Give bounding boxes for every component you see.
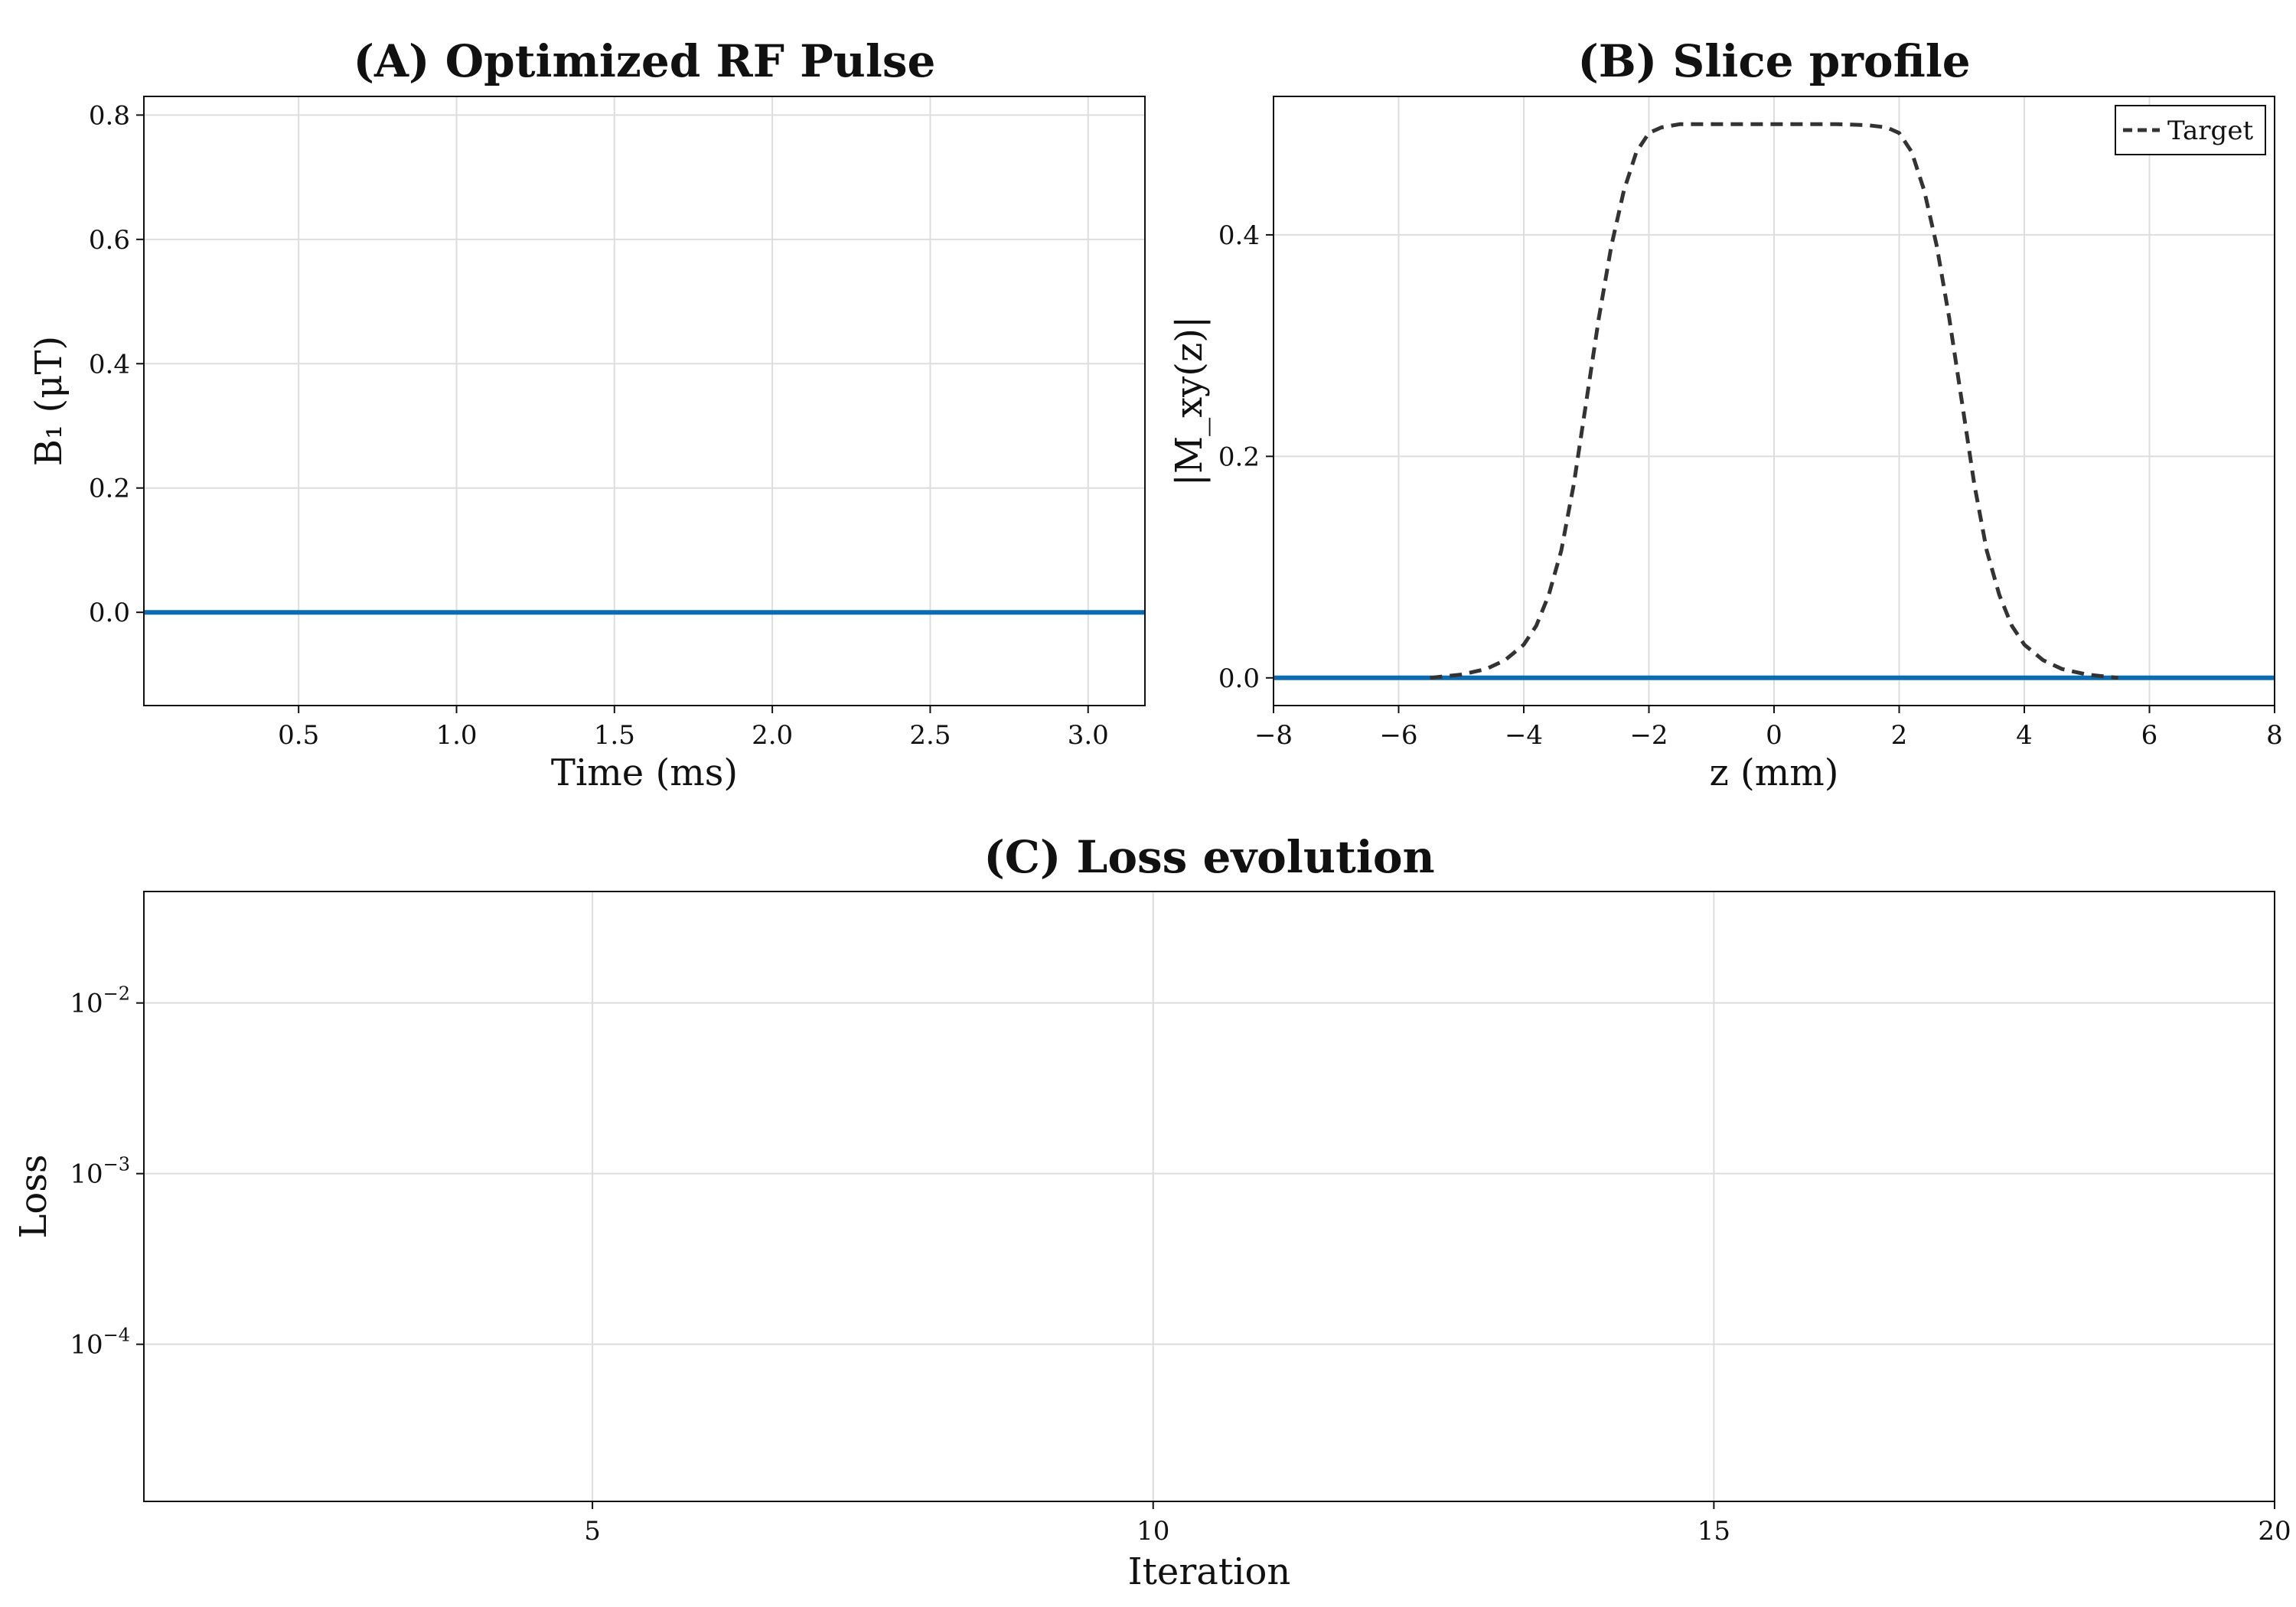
x-tick-label: −2 bbox=[1629, 720, 1668, 751]
series-group bbox=[1274, 122, 2275, 680]
y-axis-label: |M_xy(z)| bbox=[1168, 316, 1211, 486]
y-tick-label: 0.0 bbox=[89, 598, 130, 628]
x-tick-label: 2.5 bbox=[909, 720, 951, 751]
y-axis-label: Loss bbox=[12, 1154, 55, 1238]
y-tick-label: 0.0 bbox=[1218, 663, 1260, 694]
x-axis-label: z (mm) bbox=[1709, 751, 1838, 794]
x-tick-label: 4 bbox=[2016, 720, 2033, 751]
legend: Target bbox=[2115, 105, 2266, 155]
x-tick-label: −8 bbox=[1254, 720, 1293, 751]
plot-frame bbox=[143, 96, 1146, 706]
y-tick-label: 10−2 bbox=[70, 983, 130, 1019]
x-tick-label: 8 bbox=[2266, 720, 2283, 751]
x-tick-label: 10 bbox=[1137, 1516, 1169, 1547]
x-tick-label: 2.0 bbox=[752, 720, 793, 751]
x-tick-label: 20 bbox=[2258, 1516, 2291, 1547]
x-tick-label: 5 bbox=[584, 1516, 601, 1547]
x-tick-label: 0 bbox=[1766, 720, 1782, 751]
chart-title: (A) Optimized RF Pulse bbox=[354, 35, 936, 87]
x-tick-label: 0.5 bbox=[278, 720, 319, 751]
x-tick-label: −4 bbox=[1505, 720, 1543, 751]
y-tick-label: 10−3 bbox=[70, 1154, 130, 1190]
x-tick-label: −6 bbox=[1379, 720, 1417, 751]
x-axis-label: Time (ms) bbox=[551, 751, 738, 794]
x-tick-label: 15 bbox=[1698, 1516, 1730, 1547]
y-tick-label: 0.2 bbox=[89, 474, 130, 504]
chart-title: (B) Slice profile bbox=[1577, 35, 1970, 87]
legend-label: Target bbox=[2167, 116, 2253, 146]
y-tick-label: 0.6 bbox=[89, 225, 130, 256]
panel-A: 0.5 1.0 1.5 2.0 2.5 3.0 0.0 0.2 0.4 0.6 0.8 (A) Opt… bbox=[28, 35, 1146, 794]
panel-C: 5 10 15 20 10−4 10−3 10−2 (C) Loss evolution Ite… bbox=[12, 831, 2291, 1593]
x-axis-label: Iteration bbox=[1128, 1550, 1291, 1593]
x-tick-label: 1.5 bbox=[594, 720, 635, 751]
y-tick-label: 0.4 bbox=[1218, 220, 1260, 251]
series-line-target bbox=[1430, 122, 2118, 680]
y-tick-label: 0.2 bbox=[1218, 442, 1260, 472]
x-tick-label: 2 bbox=[1891, 720, 1908, 751]
plot-frame bbox=[143, 891, 2275, 1502]
chart-title: (C) Loss evolution bbox=[983, 831, 1434, 883]
y-tick-label: 0.8 bbox=[89, 100, 130, 131]
x-tick-label: 3.0 bbox=[1068, 720, 1109, 751]
y-axis-label: B₁ (μT) bbox=[28, 336, 70, 466]
panel-B: −8 −6 −4 −2 0 2 4 6 8 0.0 0.2 0.4 (B) Slice profile z… bbox=[1168, 35, 2283, 794]
y-tick-label: 10−4 bbox=[70, 1325, 130, 1361]
y-tick-label: 0.4 bbox=[89, 349, 130, 380]
x-tick-label: 1.0 bbox=[435, 720, 477, 751]
x-tick-label: 6 bbox=[2141, 720, 2158, 751]
